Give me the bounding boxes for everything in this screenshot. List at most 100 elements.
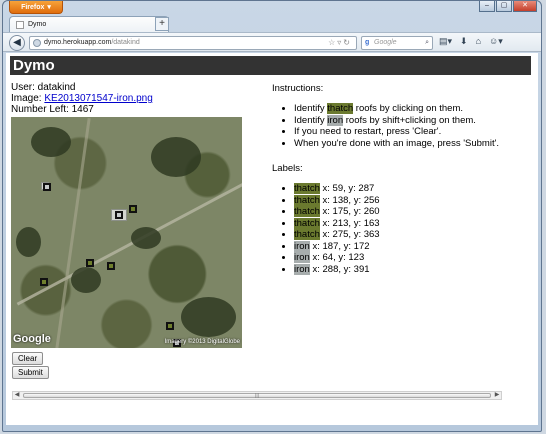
- image-link[interactable]: KE2013071547-iron.png: [44, 93, 153, 104]
- thatch-roof-marker[interactable]: [86, 259, 94, 267]
- downloads-icon[interactable]: ⬇: [460, 36, 468, 46]
- thatch-roof-marker[interactable]: [40, 278, 48, 286]
- instruction-item: When you're done with an image, press 'S…: [294, 138, 499, 150]
- scroll-right-icon[interactable]: ▶: [494, 392, 500, 398]
- instruction-text: roofs by clicking on them.: [353, 103, 463, 114]
- iron-highlight: iron: [327, 114, 344, 126]
- chevron-down-icon: ▾: [47, 4, 51, 11]
- label-item: thatch x: 138, y: 256: [294, 194, 499, 207]
- thatch-highlight: thatch: [294, 206, 320, 217]
- instruction-text: roofs by shift+clicking on them.: [343, 114, 476, 126]
- scroll-left-icon[interactable]: ◀: [14, 392, 20, 398]
- minimize-button[interactable]: –: [479, 1, 495, 12]
- satellite-image[interactable]: Google Imagery ©2013 DigitalGlobe: [11, 117, 242, 348]
- back-button[interactable]: ◀: [9, 35, 25, 51]
- google-search-icon: g: [365, 39, 370, 46]
- search-input[interactable]: g Google ⌕: [361, 36, 433, 50]
- road: [16, 171, 242, 306]
- search-placeholder: Google: [374, 39, 397, 46]
- maximize-button[interactable]: ▢: [496, 1, 512, 12]
- label-coords: x: 275, y: 363: [319, 229, 380, 240]
- label-coords: x: 59, y: 287: [319, 183, 375, 194]
- iron-highlight: iron: [294, 252, 310, 263]
- tree: [131, 227, 161, 249]
- user-label: User: datakind: [11, 82, 76, 93]
- instruction-text: Identify: [294, 103, 328, 114]
- instruction-text: If you need to restart, press 'Clear'.: [294, 126, 442, 137]
- image-label: Image:: [11, 93, 45, 104]
- thatch-highlight: thatch: [294, 194, 320, 206]
- title-bar: Firefox ▾ – ▢ ✕: [3, 1, 541, 15]
- instruction-item: Identify iron roofs by shift+clicking on…: [294, 114, 499, 127]
- instructions-heading: Instructions:: [272, 83, 324, 94]
- label-coords: x: 288, y: 391: [309, 263, 370, 275]
- thatch-highlight: thatch: [327, 103, 354, 114]
- page-title: Dymo: [10, 56, 531, 75]
- instruction-item: Identify thatch roofs by clicking on the…: [294, 103, 499, 115]
- search-icon[interactable]: ⌕: [425, 39, 429, 46]
- label-item: thatch x: 175, y: 260: [294, 206, 499, 218]
- window-controls: – ▢ ✕: [479, 1, 537, 12]
- url-path: /datakind: [111, 39, 140, 46]
- new-tab-button[interactable]: +: [155, 17, 169, 31]
- thatch-highlight: thatch: [294, 229, 320, 240]
- addon-icon[interactable]: ☺▾: [489, 36, 503, 46]
- image-info: User: datakind Image: KE2013071547-iron.…: [11, 82, 153, 115]
- tab-strip: Dymo × +: [3, 15, 541, 32]
- thatch-highlight: thatch: [294, 217, 320, 229]
- navigation-toolbar: ◀ dymo.herokuapp.com/datakind ☆▿↻ g Goog…: [3, 32, 541, 52]
- home-icon[interactable]: ⌂: [475, 36, 482, 46]
- label-item: thatch x: 275, y: 363: [294, 229, 499, 241]
- clear-button[interactable]: Clear: [12, 352, 44, 365]
- submit-button[interactable]: Submit: [12, 366, 49, 379]
- iron-roof-marker[interactable]: [173, 339, 181, 347]
- label-item: thatch x: 213, y: 163: [294, 217, 499, 230]
- thatch-roof-marker[interactable]: [107, 262, 115, 270]
- instructions-list: Identify thatch roofs by clicking on the…: [294, 103, 499, 149]
- label-coords: x: 175, y: 260: [319, 206, 380, 217]
- tree: [151, 137, 201, 177]
- label-item: iron x: 64, y: 123: [294, 252, 499, 264]
- tree: [16, 227, 41, 257]
- bookmarks-menu-icon[interactable]: ▤▾: [439, 36, 453, 46]
- tree: [71, 267, 101, 293]
- url-host: dymo.herokuapp.com: [44, 39, 112, 46]
- thatch-highlight: thatch: [294, 183, 320, 194]
- thatch-roof-marker[interactable]: [166, 322, 174, 330]
- label-item: iron x: 288, y: 391: [294, 263, 499, 276]
- iron-roof-marker[interactable]: [43, 183, 51, 191]
- google-logo: Google: [13, 333, 51, 345]
- instruction-text: When you're done with an image, press 'S…: [294, 137, 500, 149]
- page-content: Dymo User: datakind Image: KE2013071547-…: [6, 53, 538, 425]
- instructions-panel: Instructions: Identify thatch roofs by c…: [272, 83, 499, 275]
- horizontal-scrollbar[interactable]: ◀ ||| ▶: [12, 391, 502, 400]
- number-left: Number Left: 1467: [11, 104, 94, 115]
- labels-list: thatch x: 59, y: 287thatch x: 138, y: 25…: [294, 183, 499, 275]
- labels-heading: Labels:: [272, 163, 303, 174]
- label-coords: x: 187, y: 172: [309, 240, 370, 252]
- close-window-button[interactable]: ✕: [513, 1, 537, 12]
- label-coords: x: 64, y: 123: [309, 252, 365, 263]
- firefox-menu-button[interactable]: Firefox ▾: [9, 1, 63, 14]
- address-bar[interactable]: dymo.herokuapp.com/datakind ☆▿↻: [29, 36, 357, 50]
- label-coords: x: 138, y: 256: [319, 194, 380, 206]
- iron-highlight: iron: [294, 240, 310, 252]
- page-icon: [16, 20, 24, 29]
- tab-dymo[interactable]: Dymo ×: [9, 16, 169, 32]
- label-coords: x: 213, y: 163: [319, 217, 380, 229]
- tree: [181, 297, 236, 337]
- globe-icon: [33, 39, 41, 47]
- firefox-menu-label: Firefox: [21, 3, 45, 11]
- imagery-credit: Imagery ©2013 DigitalGlobe: [164, 339, 240, 345]
- label-item: iron x: 187, y: 172: [294, 240, 499, 253]
- label-item: thatch x: 59, y: 287: [294, 183, 499, 195]
- bookmark-star-icon[interactable]: ☆▿↻: [328, 38, 352, 47]
- thatch-roof-marker[interactable]: [129, 205, 137, 213]
- instruction-item: If you need to restart, press 'Clear'.: [294, 126, 499, 138]
- image-line: Image: KE2013071547-iron.png: [11, 93, 153, 104]
- instruction-text: Identify: [294, 114, 328, 126]
- iron-roof-marker[interactable]: [115, 211, 123, 219]
- toolbar-icons: ▤▾ ⬇ ⌂ ☺▾: [439, 36, 503, 47]
- scroll-thumb[interactable]: |||: [23, 393, 491, 399]
